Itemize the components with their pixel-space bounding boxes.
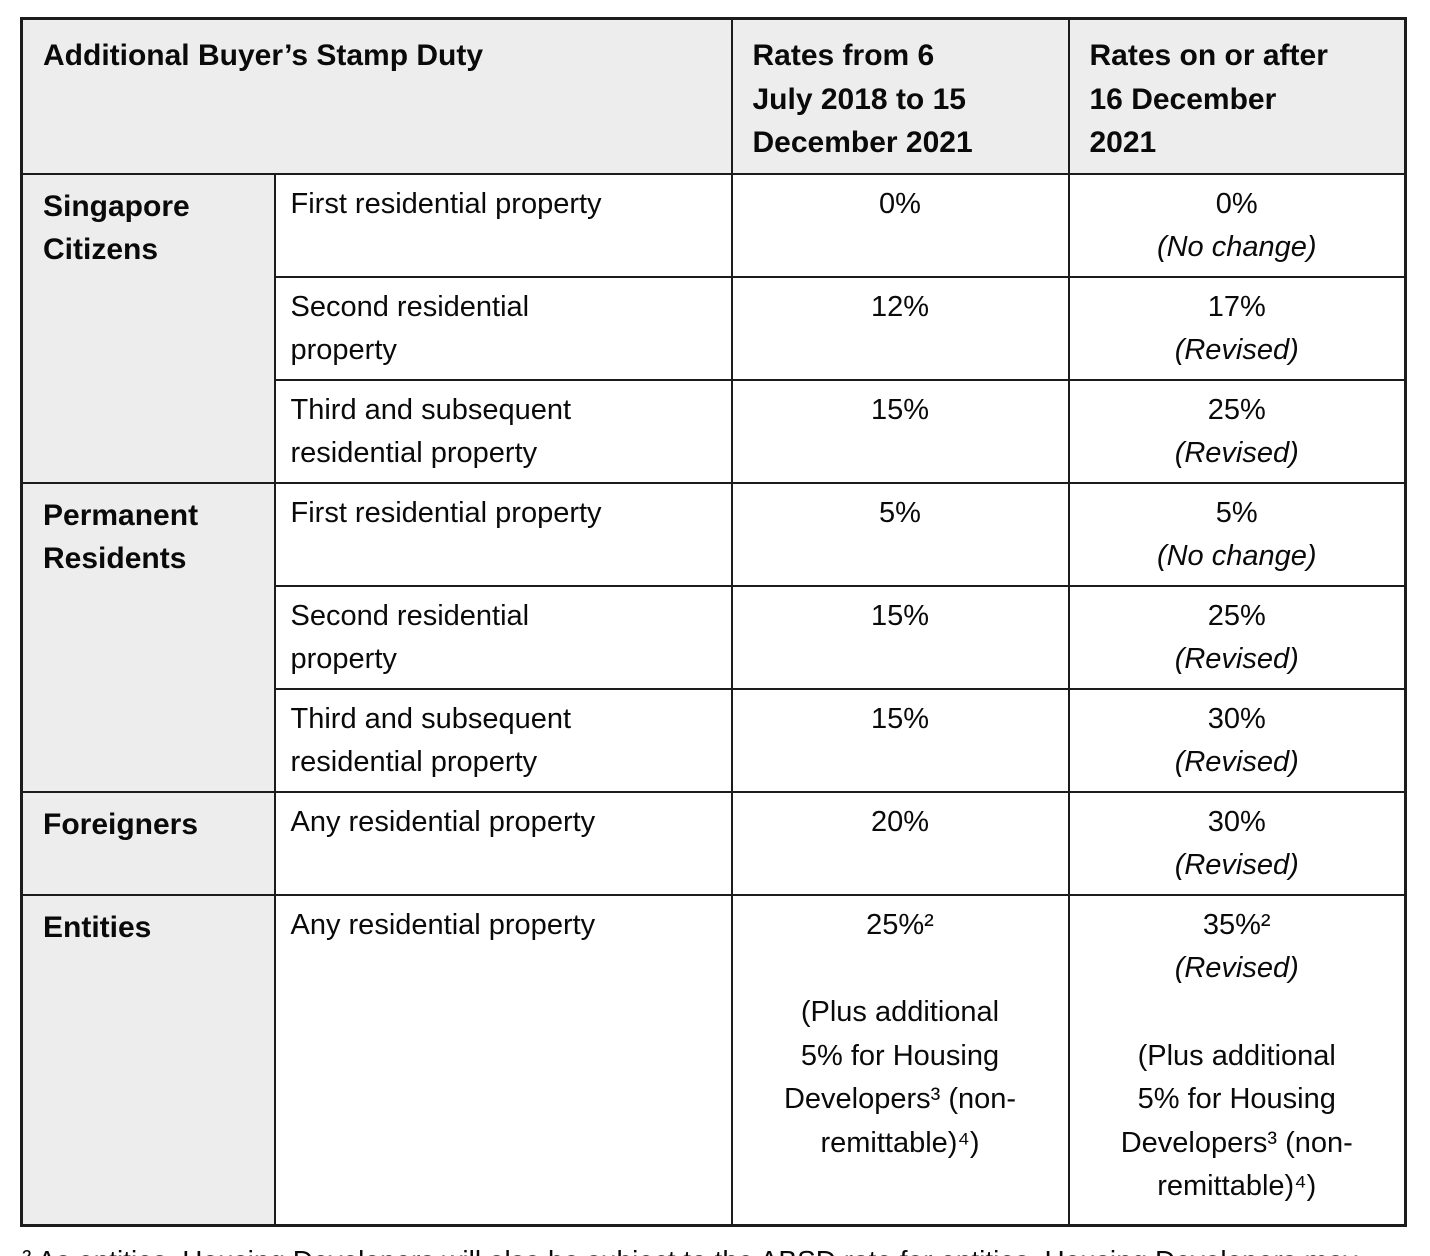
column-header-rates-old: Rates from 6 July 2018 to 15 December 20… (730, 17, 1070, 175)
rate-value: 15% (870, 599, 930, 632)
rate-value: 15% (870, 393, 930, 426)
rate-note: (Revised) (1174, 952, 1299, 984)
rate-old-cell: 12% (730, 275, 1070, 381)
rate-note: (Revised) (1174, 849, 1299, 881)
table-row: Second residential property 12% 17% (Rev… (22, 275, 1407, 381)
rate-value: 35%² (1202, 908, 1271, 941)
table-row: Permanent Residents First residential pr… (20, 481, 1407, 793)
property-cell: Second residential property (273, 584, 733, 690)
rate-note: (No change) (1156, 540, 1317, 572)
rate-extra-note: (Plus additional 5% for Housing Develope… (1120, 1039, 1353, 1203)
rate-new-cell: 30% (Revised) (1067, 790, 1407, 896)
rate-old-cell: 20% (730, 790, 1070, 896)
table-row: Singapore Citizens First residential pro… (20, 172, 1407, 484)
rate-extra-note: (Plus additional 5% for Housing Develope… (783, 996, 1017, 1159)
rate-value: 30% (1207, 702, 1266, 735)
table-title-cell: Additional Buyer’s Stamp Duty (20, 17, 733, 175)
rate-value: 0% (1215, 187, 1258, 220)
rate-value: 5% (879, 496, 921, 529)
rate-note: (Revised) (1174, 437, 1299, 469)
group-cell-permanent-residents: Permanent Residents (20, 481, 276, 793)
table-row: Third and subsequent residential propert… (22, 378, 1407, 484)
property-cell: First residential property (273, 172, 733, 278)
rate-value: 25%² (866, 908, 934, 941)
rate-value: 25% (1207, 599, 1266, 632)
rate-new-cell: 17% (Revised) (1067, 275, 1407, 381)
absd-rates-table: Additional Buyer’s Stamp Duty Rates from… (20, 17, 1407, 1227)
table-row: Third and subsequent residential propert… (22, 687, 1407, 793)
rate-note: (No change) (1156, 231, 1317, 263)
table-row: Second residential property 15% 25% (Rev… (22, 584, 1407, 690)
rate-note: (Revised) (1174, 334, 1299, 366)
property-cell: Any residential property (273, 893, 733, 1227)
footnote: ² As entities, Housing Developers will a… (22, 1239, 1414, 1256)
column-header-rates-new: Rates on or after 16 December 2021 (1067, 17, 1407, 175)
rate-value: 20% (870, 805, 930, 838)
rate-value: 5% (1215, 496, 1258, 529)
property-cell: Any residential property (273, 790, 733, 896)
rate-new-cell: 5% (No change) (1067, 481, 1407, 587)
rate-old-cell: 5% (730, 481, 1070, 587)
table-row: Entities Any residential property 25%² (… (20, 893, 1407, 1227)
group-cell-entities: Entities (20, 893, 276, 1227)
rate-value: 12% (870, 290, 930, 323)
rate-old-cell: 25%² (Plus additional 5% for Housing Dev… (730, 893, 1070, 1227)
property-cell: First residential property (273, 481, 733, 587)
rate-note: (Revised) (1174, 746, 1299, 778)
rate-old-cell: 15% (730, 584, 1070, 690)
rate-value: 17% (1207, 290, 1266, 323)
property-cell: Second residential property (273, 275, 733, 381)
rate-new-cell: 25% (Revised) (1067, 378, 1407, 484)
rate-old-cell: 0% (730, 172, 1070, 278)
rate-value: 30% (1207, 805, 1266, 838)
rate-value: 15% (870, 702, 930, 735)
rate-new-cell: 0% (No change) (1067, 172, 1407, 278)
rate-new-cell: 30% (Revised) (1067, 687, 1407, 793)
rate-old-cell: 15% (730, 687, 1070, 793)
property-cell: Third and subsequent residential propert… (273, 378, 733, 484)
rate-note: (Revised) (1174, 643, 1299, 675)
rate-new-cell: 25% (Revised) (1067, 584, 1407, 690)
rate-value: 25% (1207, 393, 1266, 426)
rate-value: 0% (879, 187, 921, 220)
rate-new-cell: 35%² (Revised) (Plus additional 5% for H… (1067, 893, 1407, 1227)
table-row: Foreigners Any residential property 20% … (20, 790, 1407, 896)
group-cell-singapore-citizens: Singapore Citizens (20, 172, 276, 484)
property-cell: Third and subsequent residential propert… (273, 687, 733, 793)
rate-old-cell: 15% (730, 378, 1070, 484)
group-cell-foreigners: Foreigners (20, 790, 276, 896)
